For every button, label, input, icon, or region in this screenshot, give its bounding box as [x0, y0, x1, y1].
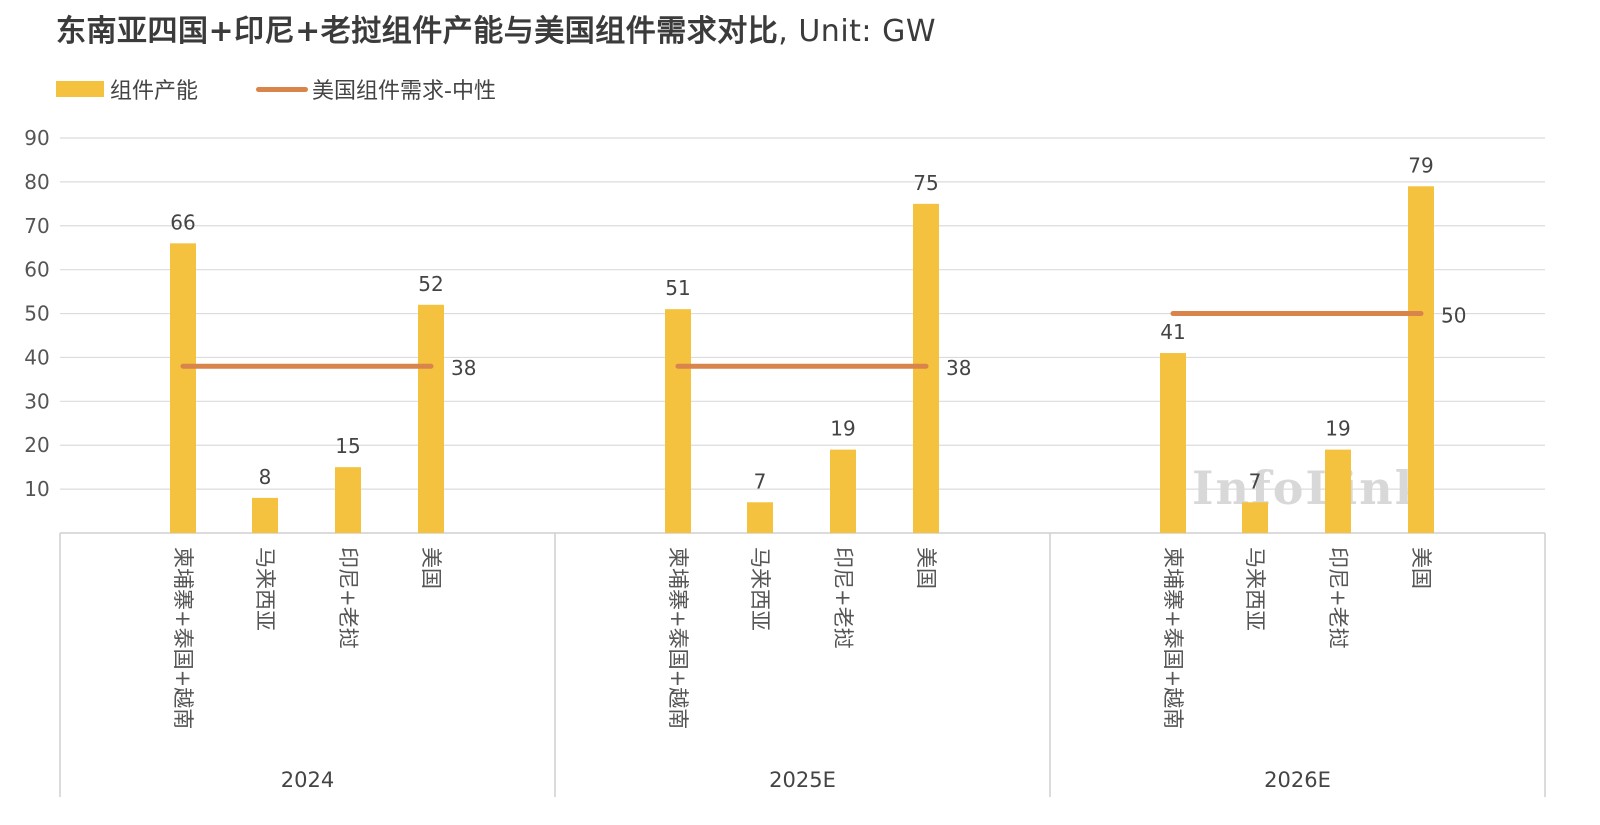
bar-2024-0 [170, 243, 196, 534]
bar-2026E-0 [1160, 353, 1186, 533]
bars [170, 186, 1434, 534]
y-tick-label-60: 60 [24, 258, 49, 282]
category-label-2025E-3: 美国 [914, 547, 938, 589]
data-label-2024-1: 8 [259, 465, 272, 489]
demand-label-2025E: 38 [946, 356, 971, 380]
group-label-2025E: 2025E [769, 768, 836, 792]
category-label-2026E-1: 马来西亚 [1243, 547, 1267, 631]
legend-label-capacity: 组件产能 [110, 79, 199, 104]
y-tick-label-40: 40 [24, 345, 49, 369]
data-label-2024-2: 15 [335, 434, 360, 458]
demand-lines [180, 311, 1424, 369]
legend: 组件产能 美国组件需求-中性 [56, 74, 554, 104]
data-labels: 66 8 15 52 38 51 7 19 75 38 41 7 19 79 50 [170, 153, 1466, 493]
category-label-2024-2: 印尼+老挝 [336, 547, 360, 649]
bar-2025E-1 [747, 502, 773, 533]
group-label-2024: 2024 [281, 768, 334, 792]
bar-2026E-2 [1325, 449, 1351, 533]
category-label-2026E-3: 美国 [1409, 547, 1433, 589]
data-label-2025E-1: 7 [754, 469, 767, 493]
legend-item-demand: 美国组件需求-中性 [256, 73, 496, 105]
demand-label-2026E: 50 [1441, 304, 1466, 328]
y-tick-label-20: 20 [24, 433, 49, 457]
chart-title: 东南亚四国+印尼+老挝组件产能与美国组件需求对比, Unit: GW [56, 6, 936, 50]
data-label-2024-0: 66 [170, 210, 195, 234]
y-axis: 10 20 30 40 50 60 70 80 90 [24, 126, 49, 501]
legend-item-capacity: 组件产能 [56, 73, 198, 105]
data-label-2026E-0: 41 [1160, 320, 1185, 344]
y-tick-label-70: 70 [24, 214, 49, 238]
legend-swatch-line [256, 86, 309, 92]
watermark: InfoLink [1192, 461, 1429, 515]
legend-swatch-bar [56, 81, 104, 97]
demand-label-2024: 38 [451, 356, 476, 380]
category-label-2025E-0: 柬埔寨+泰国+越南 [666, 547, 690, 729]
category-label-2025E-1: 马来西亚 [748, 547, 772, 631]
chart-title-unit: , Unit: GW [778, 14, 936, 49]
bar-2025E-2 [830, 449, 856, 533]
y-tick-label-90: 90 [24, 126, 49, 150]
data-label-2025E-2: 19 [830, 417, 855, 441]
data-label-2025E-3: 75 [913, 171, 938, 195]
data-label-2025E-0: 51 [665, 276, 690, 300]
y-tick-label-50: 50 [24, 302, 49, 326]
data-label-2024-3: 52 [418, 272, 443, 296]
bar-2024-3 [418, 304, 444, 533]
category-label-2024-0: 柬埔寨+泰国+越南 [171, 547, 195, 729]
bar-2026E-3 [1408, 186, 1434, 533]
group-label-2026E: 2026E [1264, 768, 1331, 792]
gridlines [60, 137, 1545, 534]
category-label-2025E-2: 印尼+老挝 [831, 547, 855, 649]
data-label-2026E-2: 19 [1325, 417, 1350, 441]
bar-2026E-1 [1242, 502, 1268, 533]
category-label-2026E-2: 印尼+老挝 [1326, 547, 1350, 649]
legend-label-demand: 美国组件需求-中性 [312, 79, 496, 104]
category-label-2024-3: 美国 [419, 547, 443, 589]
chart-title-text: 东南亚四国+印尼+老挝组件产能与美国组件需求对比 [56, 14, 779, 49]
bar-2025E-0 [665, 309, 691, 533]
data-label-2026E-1: 7 [1249, 469, 1262, 493]
bar-2024-1 [252, 497, 278, 533]
category-label-2026E-0: 柬埔寨+泰国+越南 [1161, 547, 1185, 729]
x-axis: 柬埔寨+泰国+越南 马来西亚 印尼+老挝 美国 2024 柬埔寨+泰国+越南 马来西亚 印尼+… [59, 533, 1546, 797]
data-label-2026E-3: 79 [1408, 153, 1433, 177]
y-tick-label-30: 30 [24, 389, 49, 413]
category-label-2024-1: 马来西亚 [253, 547, 277, 631]
y-tick-label-80: 80 [24, 170, 49, 194]
y-tick-label-10: 10 [24, 477, 49, 501]
bar-2024-2 [335, 467, 361, 533]
